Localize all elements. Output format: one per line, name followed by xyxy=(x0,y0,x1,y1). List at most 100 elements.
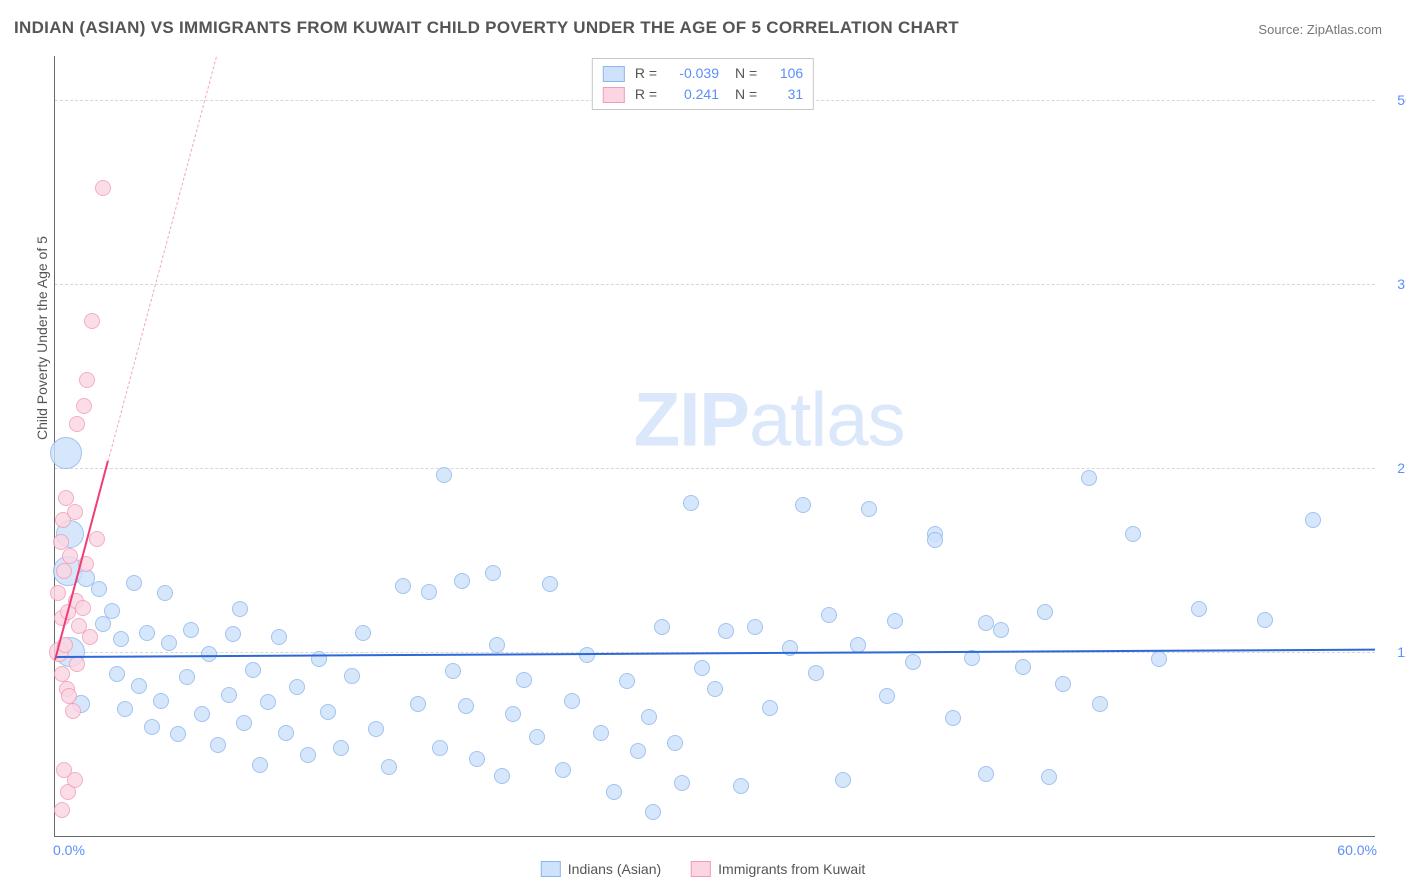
data-point-indians xyxy=(421,584,437,600)
data-point-kuwait xyxy=(53,534,69,550)
source-name: ZipAtlas.com xyxy=(1307,22,1382,37)
data-point-indians xyxy=(683,495,699,511)
source-label: Source: xyxy=(1258,22,1303,37)
data-point-kuwait xyxy=(62,548,78,564)
y-axis-label: Child Poverty Under the Age of 5 xyxy=(34,236,50,440)
data-point-indians xyxy=(395,578,411,594)
data-point-indians xyxy=(593,725,609,741)
data-point-indians xyxy=(619,673,635,689)
legend-stat-row-indians: R = -0.039 N = 106 xyxy=(603,63,803,84)
legend-stats-box: R =-0.039N =106R =0.241N =31 xyxy=(592,58,814,110)
data-point-indians xyxy=(978,766,994,782)
data-point-indians xyxy=(113,631,129,647)
data-point-indians xyxy=(1055,676,1071,692)
data-point-indians xyxy=(458,698,474,714)
data-point-kuwait xyxy=(84,313,100,329)
stat-r-label: R = xyxy=(635,63,657,84)
stat-n-value: 106 xyxy=(767,63,803,84)
data-point-kuwait xyxy=(69,416,85,432)
data-point-indians xyxy=(835,772,851,788)
legend-swatch xyxy=(691,861,711,877)
data-point-indians xyxy=(1015,659,1031,675)
data-point-indians xyxy=(718,623,734,639)
data-point-indians xyxy=(221,687,237,703)
data-point-indians xyxy=(245,662,261,678)
data-point-indians xyxy=(1041,769,1057,785)
data-point-kuwait xyxy=(61,688,77,704)
data-point-kuwait xyxy=(79,372,95,388)
data-point-indians xyxy=(762,700,778,716)
data-point-indians xyxy=(91,581,107,597)
x-tick-label: 60.0% xyxy=(1337,842,1377,858)
data-point-indians xyxy=(232,601,248,617)
data-point-indians xyxy=(861,501,877,517)
data-point-indians xyxy=(542,576,558,592)
data-point-kuwait xyxy=(58,490,74,506)
data-point-indians xyxy=(201,646,217,662)
data-point-indians xyxy=(1305,512,1321,528)
data-point-indians xyxy=(978,615,994,631)
legend-item-indians: Indians (Asian) xyxy=(541,861,661,877)
data-point-kuwait xyxy=(54,802,70,818)
data-point-indians xyxy=(850,637,866,653)
data-point-indians xyxy=(170,726,186,742)
gridline-h xyxy=(55,468,1375,469)
data-point-indians xyxy=(808,665,824,681)
stat-n-label: N = xyxy=(735,63,757,84)
data-point-kuwait xyxy=(82,629,98,645)
data-point-indians xyxy=(333,740,349,756)
data-point-indians xyxy=(320,704,336,720)
data-point-indians xyxy=(1151,651,1167,667)
data-point-indians xyxy=(641,709,657,725)
data-point-kuwait xyxy=(69,656,85,672)
data-point-indians xyxy=(1092,696,1108,712)
data-point-kuwait xyxy=(95,180,111,196)
data-point-kuwait xyxy=(76,398,92,414)
data-point-indians xyxy=(1191,601,1207,617)
data-point-indians xyxy=(183,622,199,638)
data-point-indians xyxy=(630,743,646,759)
data-point-indians xyxy=(905,654,921,670)
data-point-indians xyxy=(454,573,470,589)
data-point-indians xyxy=(109,666,125,682)
data-point-indians xyxy=(436,467,452,483)
data-point-indians xyxy=(289,679,305,695)
data-point-indians xyxy=(795,497,811,513)
legend-swatch xyxy=(603,66,625,82)
data-point-indians xyxy=(157,585,173,601)
data-point-indians xyxy=(494,768,510,784)
data-point-indians xyxy=(667,735,683,751)
data-point-indians xyxy=(516,672,532,688)
watermark-rest: atlas xyxy=(749,377,905,462)
data-point-kuwait xyxy=(67,504,83,520)
data-point-kuwait xyxy=(54,666,70,682)
data-point-indians xyxy=(355,625,371,641)
data-point-indians xyxy=(469,751,485,767)
data-point-indians xyxy=(139,625,155,641)
watermark: ZIPatlas xyxy=(634,376,905,463)
data-point-indians xyxy=(654,619,670,635)
data-point-indians xyxy=(606,784,622,800)
data-point-indians xyxy=(161,635,177,651)
y-tick-label: 37.5% xyxy=(1381,276,1406,292)
data-point-indians xyxy=(821,607,837,623)
data-point-indians xyxy=(179,669,195,685)
legend-item-kuwait: Immigrants from Kuwait xyxy=(691,861,865,877)
data-point-indians xyxy=(344,668,360,684)
data-point-indians xyxy=(1125,526,1141,542)
data-point-kuwait xyxy=(65,703,81,719)
data-point-indians xyxy=(194,706,210,722)
data-point-indians xyxy=(153,693,169,709)
legend-swatch xyxy=(603,87,625,103)
data-point-indians xyxy=(993,622,1009,638)
data-point-indians xyxy=(707,681,723,697)
data-point-indians xyxy=(747,619,763,635)
data-point-indians xyxy=(645,804,661,820)
stat-r-value: -0.039 xyxy=(667,63,719,84)
watermark-bold: ZIP xyxy=(634,377,749,462)
data-point-indians xyxy=(300,747,316,763)
chart-title: INDIAN (ASIAN) VS IMMIGRANTS FROM KUWAIT… xyxy=(14,18,959,38)
data-point-indians xyxy=(432,740,448,756)
data-point-indians xyxy=(879,688,895,704)
stat-n-value: 31 xyxy=(767,84,803,105)
